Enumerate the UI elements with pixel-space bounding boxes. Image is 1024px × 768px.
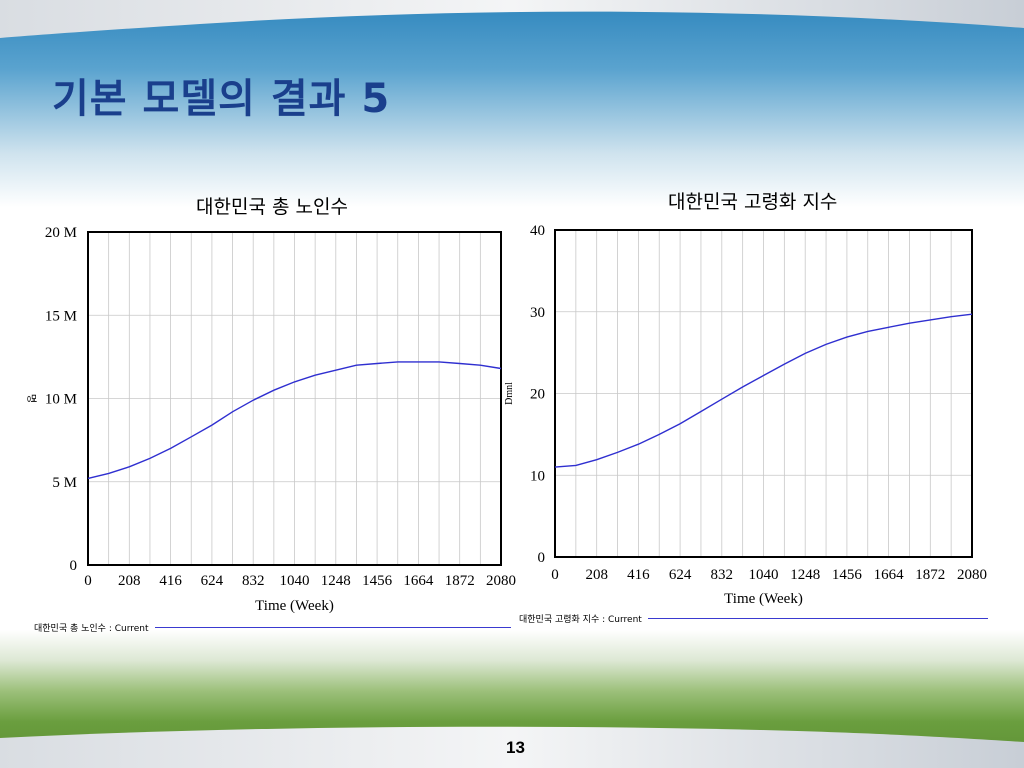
x-tick-label: 1040 xyxy=(280,573,310,589)
series-line-current xyxy=(87,361,502,480)
x-tick-label: 1040 xyxy=(749,567,779,583)
x-tick-label: 1664 xyxy=(403,573,434,589)
x-tick-label: 416 xyxy=(159,573,182,589)
y-tick-label: 0 xyxy=(538,550,546,566)
x-tick-label: 1872 xyxy=(915,567,945,583)
legend-label: 대한민국 고령화 지수 : Current xyxy=(519,615,642,625)
x-tick-label: 1664 xyxy=(874,567,905,583)
x-tick-label: 2080 xyxy=(486,573,516,589)
legend-aging-index: 대한민국 고령화 지수 : Current xyxy=(519,612,988,625)
x-axis-label: Time (Week) xyxy=(724,591,803,607)
y-tick-label: 0 xyxy=(70,558,78,574)
x-tick-label: 416 xyxy=(627,567,650,583)
y-tick-label: 5 M xyxy=(52,475,77,491)
chart-title-elderly-population: 대한민국 총 노인수 xyxy=(196,196,348,218)
x-tick-label: 624 xyxy=(669,567,692,583)
slide-title: 기본 모델의 결과 5 xyxy=(52,76,391,122)
y-tick-label: 10 M xyxy=(45,392,77,408)
x-axis-label: Time (Week) xyxy=(255,598,334,614)
plot-frame xyxy=(554,229,973,558)
series-line-current xyxy=(554,313,973,468)
y-axis-unit-label: Dmnl xyxy=(504,382,515,405)
x-tick-label: 208 xyxy=(585,567,608,583)
x-tick-label: 1456 xyxy=(362,573,393,589)
x-tick-label: 1456 xyxy=(832,567,863,583)
x-tick-label: 1248 xyxy=(790,567,820,583)
x-tick-label: 1872 xyxy=(445,573,475,589)
y-tick-label: 15 M xyxy=(45,308,77,324)
page-number: 13 xyxy=(506,738,525,757)
y-tick-label: 20 xyxy=(530,387,545,403)
legend-label: 대한민국 총 노인수 : Current xyxy=(34,624,149,634)
y-tick-label: 10 xyxy=(530,468,545,484)
x-tick-label: 208 xyxy=(118,573,141,589)
y-axis-unit-label: 명 xyxy=(25,394,37,403)
chart-title-aging-index: 대한민국 고령화 지수 xyxy=(668,191,838,213)
x-tick-label: 832 xyxy=(242,573,265,589)
x-tick-label: 624 xyxy=(201,573,224,589)
legend-line xyxy=(154,627,511,628)
legend-elderly-population: 대한민국 총 노인수 : Current xyxy=(34,621,511,634)
y-tick-label: 40 xyxy=(530,223,545,239)
legend-line xyxy=(647,618,988,619)
x-tick-label: 0 xyxy=(551,567,559,583)
y-tick-label: 30 xyxy=(530,305,545,321)
x-tick-label: 832 xyxy=(711,567,734,583)
plot-frame xyxy=(87,231,502,566)
x-tick-label: 1248 xyxy=(321,573,351,589)
x-tick-label: 0 xyxy=(84,573,92,589)
y-tick-label: 20 M xyxy=(45,225,77,241)
x-tick-label: 2080 xyxy=(957,567,987,583)
